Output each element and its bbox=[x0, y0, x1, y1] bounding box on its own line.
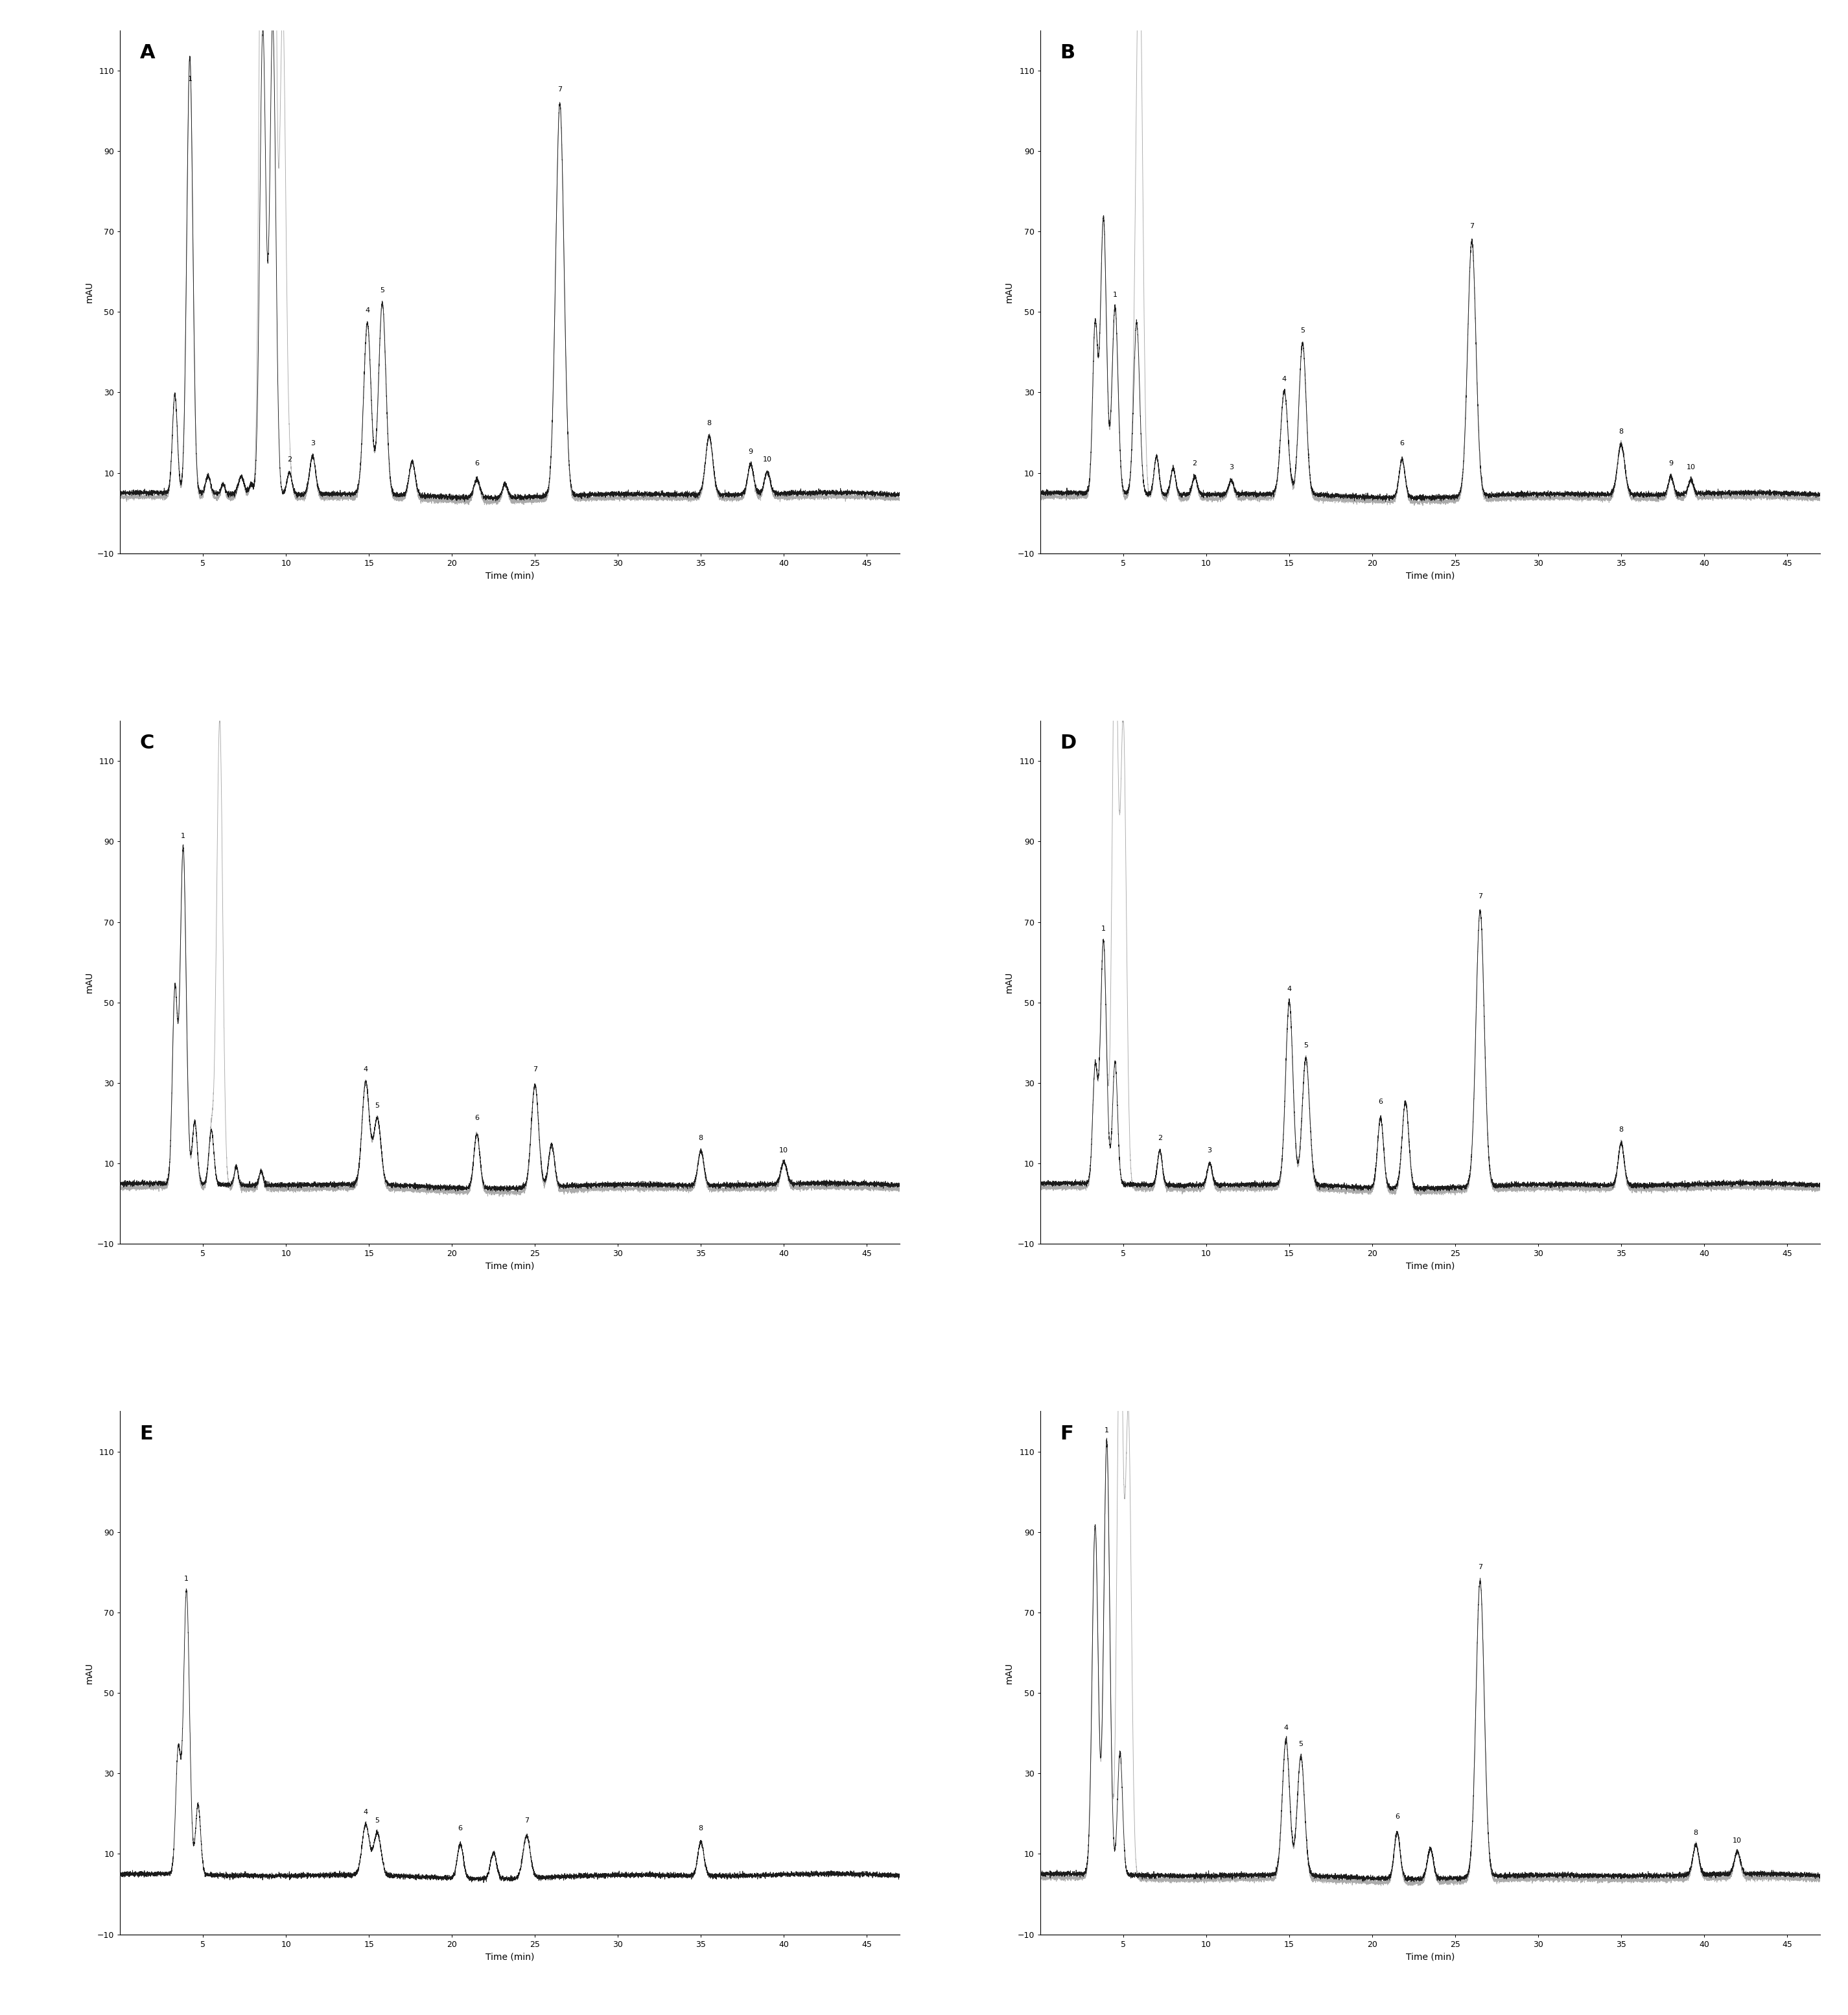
Text: 2: 2 bbox=[1157, 1134, 1162, 1140]
Text: 10: 10 bbox=[763, 455, 772, 463]
Text: 1: 1 bbox=[1105, 1427, 1109, 1433]
Text: D: D bbox=[1061, 733, 1076, 754]
Text: 2: 2 bbox=[1192, 459, 1198, 467]
Text: 6: 6 bbox=[458, 1826, 462, 1832]
Text: 9: 9 bbox=[1669, 459, 1672, 467]
Text: 3: 3 bbox=[1207, 1147, 1212, 1153]
X-axis label: Time (min): Time (min) bbox=[1406, 570, 1454, 580]
Text: 1: 1 bbox=[1101, 925, 1105, 933]
X-axis label: Time (min): Time (min) bbox=[1406, 1953, 1454, 1961]
Text: 6: 6 bbox=[1395, 1814, 1399, 1820]
Text: 8: 8 bbox=[708, 419, 711, 427]
Text: 4: 4 bbox=[1284, 1725, 1288, 1731]
Text: 8: 8 bbox=[1619, 1126, 1624, 1132]
Text: 1: 1 bbox=[1112, 292, 1118, 298]
X-axis label: Time (min): Time (min) bbox=[1406, 1261, 1454, 1271]
Text: 5: 5 bbox=[375, 1818, 379, 1824]
X-axis label: Time (min): Time (min) bbox=[486, 1953, 534, 1961]
Text: 7: 7 bbox=[558, 87, 562, 93]
Text: 4: 4 bbox=[364, 1066, 368, 1072]
Text: 8: 8 bbox=[1619, 427, 1624, 435]
Text: 6: 6 bbox=[475, 1114, 479, 1120]
Text: 7: 7 bbox=[1478, 1564, 1482, 1570]
Text: F: F bbox=[1061, 1425, 1074, 1443]
Text: E: E bbox=[140, 1425, 153, 1443]
Text: 5: 5 bbox=[1299, 1741, 1303, 1747]
Text: B: B bbox=[1061, 42, 1076, 62]
Text: 5: 5 bbox=[1303, 1042, 1308, 1048]
Text: 8: 8 bbox=[699, 1134, 704, 1140]
Text: 5: 5 bbox=[1301, 328, 1305, 334]
Y-axis label: mAU: mAU bbox=[85, 1662, 94, 1685]
Y-axis label: mAU: mAU bbox=[1005, 971, 1015, 993]
X-axis label: Time (min): Time (min) bbox=[486, 1261, 534, 1271]
Text: 4: 4 bbox=[1286, 985, 1292, 991]
Y-axis label: mAU: mAU bbox=[1005, 1662, 1015, 1685]
Text: 10: 10 bbox=[1687, 463, 1695, 472]
Text: 8: 8 bbox=[699, 1826, 704, 1832]
Text: 6: 6 bbox=[1379, 1098, 1382, 1104]
Text: 2: 2 bbox=[286, 455, 292, 463]
Text: 10: 10 bbox=[1733, 1838, 1743, 1844]
Text: 1: 1 bbox=[187, 77, 192, 83]
Text: 7: 7 bbox=[1478, 893, 1482, 901]
Text: 4: 4 bbox=[366, 308, 370, 314]
X-axis label: Time (min): Time (min) bbox=[486, 570, 534, 580]
Y-axis label: mAU: mAU bbox=[85, 280, 94, 302]
Text: 7: 7 bbox=[1469, 224, 1475, 230]
Text: 5: 5 bbox=[375, 1102, 379, 1108]
Text: 6: 6 bbox=[1399, 439, 1404, 447]
Text: 4: 4 bbox=[1283, 377, 1286, 383]
Text: A: A bbox=[140, 42, 155, 62]
Y-axis label: mAU: mAU bbox=[1005, 280, 1015, 302]
Text: 3: 3 bbox=[1229, 463, 1233, 472]
Text: 1: 1 bbox=[181, 832, 185, 840]
Text: 4: 4 bbox=[364, 1809, 368, 1816]
Text: 1: 1 bbox=[185, 1576, 188, 1582]
Text: 9: 9 bbox=[748, 447, 752, 455]
Text: 8: 8 bbox=[1693, 1830, 1698, 1836]
Text: 3: 3 bbox=[310, 439, 314, 447]
Text: 10: 10 bbox=[780, 1147, 789, 1153]
Y-axis label: mAU: mAU bbox=[85, 971, 94, 993]
Text: 7: 7 bbox=[532, 1066, 538, 1072]
Text: 5: 5 bbox=[381, 288, 384, 294]
Text: C: C bbox=[140, 733, 153, 754]
Text: 6: 6 bbox=[475, 459, 479, 467]
Text: 7: 7 bbox=[525, 1818, 529, 1824]
